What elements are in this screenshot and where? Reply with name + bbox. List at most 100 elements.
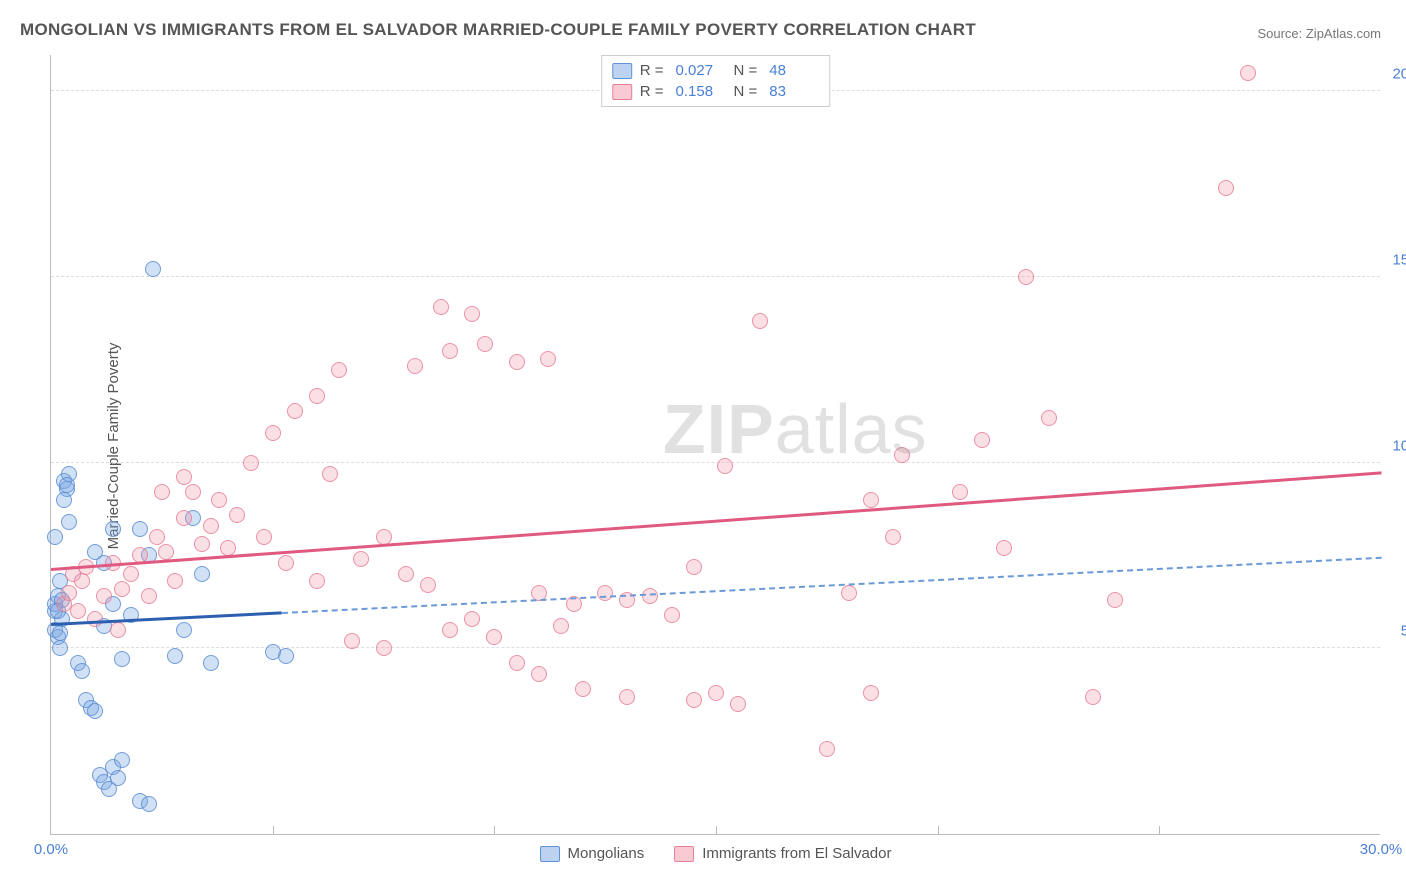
r-label: R =	[640, 83, 664, 100]
data-point	[1218, 180, 1234, 196]
data-point	[885, 529, 901, 545]
data-point	[540, 351, 556, 367]
data-point	[442, 622, 458, 638]
data-point	[952, 484, 968, 500]
legend-item: Immigrants from El Salvador	[674, 845, 891, 862]
data-point	[686, 692, 702, 708]
data-point	[1041, 410, 1057, 426]
chart-title: MONGOLIAN VS IMMIGRANTS FROM EL SALVADOR…	[20, 20, 976, 40]
data-point	[176, 510, 192, 526]
data-point	[376, 640, 392, 656]
n-label: N =	[734, 83, 758, 100]
data-point	[56, 492, 72, 508]
watermark-bold: ZIP	[663, 390, 775, 468]
series-legend: Mongolians Immigrants from El Salvador	[540, 845, 892, 862]
legend-label: Mongolians	[568, 845, 645, 862]
legend-row: R =0.158N =83	[612, 81, 820, 102]
data-point	[87, 703, 103, 719]
data-point	[464, 611, 480, 627]
data-point	[194, 566, 210, 582]
data-point	[132, 521, 148, 537]
data-point	[149, 529, 165, 545]
correlation-legend: R =0.027N =48R =0.158N =83	[601, 55, 831, 107]
data-point	[243, 455, 259, 471]
data-point	[220, 540, 236, 556]
data-point	[114, 581, 130, 597]
data-point	[61, 514, 77, 530]
x-tick-label: 30.0%	[1360, 841, 1403, 858]
data-point	[1240, 65, 1256, 81]
r-value: 0.158	[676, 83, 726, 100]
data-point	[841, 585, 857, 601]
data-point	[278, 555, 294, 571]
x-tick-mark	[1159, 826, 1160, 834]
data-point	[110, 770, 126, 786]
data-point	[211, 492, 227, 508]
data-point	[553, 618, 569, 634]
data-point	[344, 633, 360, 649]
data-point	[509, 655, 525, 671]
legend-swatch-icon	[674, 846, 694, 862]
data-point	[194, 536, 210, 552]
data-point	[96, 588, 112, 604]
gridline-h	[51, 276, 1380, 277]
data-point	[464, 306, 480, 322]
data-point	[353, 551, 369, 567]
x-tick-mark	[938, 826, 939, 834]
data-point	[619, 689, 635, 705]
data-point	[123, 566, 139, 582]
data-point	[1085, 689, 1101, 705]
data-point	[176, 469, 192, 485]
data-point	[1018, 269, 1034, 285]
data-point	[322, 466, 338, 482]
y-tick-label: 10.0%	[1385, 437, 1406, 454]
data-point	[74, 573, 90, 589]
legend-swatch-icon	[612, 84, 632, 100]
data-point	[176, 622, 192, 638]
x-tick-mark	[494, 826, 495, 834]
data-point	[309, 573, 325, 589]
data-point	[141, 588, 157, 604]
y-tick-label: 20.0%	[1385, 66, 1406, 83]
data-point	[974, 432, 990, 448]
legend-swatch-icon	[612, 63, 632, 79]
data-point	[331, 362, 347, 378]
data-point	[642, 588, 658, 604]
r-label: R =	[640, 62, 664, 79]
data-point	[114, 651, 130, 667]
data-point	[819, 741, 835, 757]
legend-item: Mongolians	[540, 845, 645, 862]
gridline-h	[51, 647, 1380, 648]
data-point	[229, 507, 245, 523]
data-point	[597, 585, 613, 601]
data-point	[256, 529, 272, 545]
data-point	[894, 447, 910, 463]
watermark: ZIPatlas	[663, 389, 928, 469]
data-point	[278, 648, 294, 664]
data-point	[47, 529, 63, 545]
data-point	[141, 796, 157, 812]
plot-area: ZIPatlas R =0.027N =48R =0.158N =83 Mong…	[50, 55, 1380, 835]
trend-line	[51, 612, 282, 626]
y-tick-label: 15.0%	[1385, 251, 1406, 268]
data-point	[87, 611, 103, 627]
data-point	[287, 403, 303, 419]
data-point	[185, 484, 201, 500]
data-point	[158, 544, 174, 560]
legend-row: R =0.027N =48	[612, 60, 820, 81]
trend-line	[51, 471, 1381, 570]
data-point	[167, 573, 183, 589]
data-point	[407, 358, 423, 374]
r-value: 0.027	[676, 62, 726, 79]
data-point	[105, 521, 121, 537]
data-point	[70, 603, 86, 619]
n-label: N =	[734, 62, 758, 79]
data-point	[167, 648, 183, 664]
data-point	[309, 388, 325, 404]
data-point	[708, 685, 724, 701]
data-point	[863, 492, 879, 508]
data-point	[74, 663, 90, 679]
data-point	[203, 655, 219, 671]
data-point	[420, 577, 436, 593]
legend-swatch-icon	[540, 846, 560, 862]
